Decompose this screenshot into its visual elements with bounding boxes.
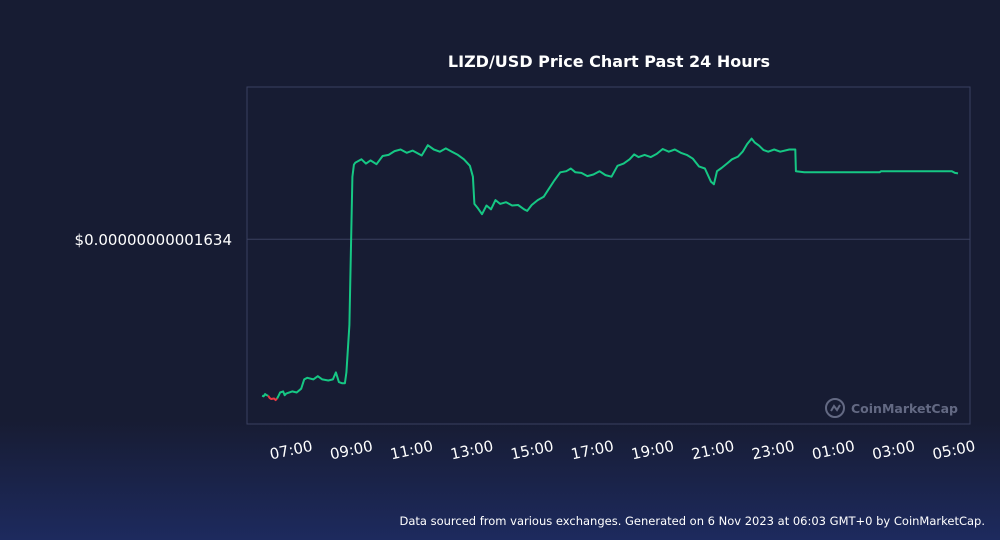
y-tick-label: $0.00000000001634 xyxy=(75,231,232,249)
x-tick-label: 01:00 xyxy=(810,437,856,464)
x-tick-label: 11:00 xyxy=(389,437,435,464)
x-tick-label: 13:00 xyxy=(449,437,495,464)
watermark-text: CoinMarketCap xyxy=(851,401,958,416)
x-tick-label: 07:00 xyxy=(268,437,314,464)
x-tick-label: 15:00 xyxy=(509,437,555,464)
x-tick-label: 09:00 xyxy=(328,437,374,464)
chart-title: LIZD/USD Price Chart Past 24 Hours xyxy=(448,52,770,71)
x-tick-label: 05:00 xyxy=(931,437,977,464)
coinmarketcap-logo-icon xyxy=(825,398,845,418)
watermark: CoinMarketCap xyxy=(825,398,958,418)
price-line-down xyxy=(267,395,278,402)
x-axis-ticks: 07:00 09:00 11:00 13:00 15:00 17:00 19:00 21:00… xyxy=(268,437,977,464)
price-series xyxy=(261,137,959,402)
x-tick-label: 21:00 xyxy=(690,437,736,464)
price-line-up xyxy=(276,137,959,399)
x-tick-label: 17:00 xyxy=(569,437,615,464)
y-axis-ticks: $0.00000000001634 xyxy=(75,231,232,249)
x-tick-label: 19:00 xyxy=(630,437,676,464)
x-tick-label: 23:00 xyxy=(750,437,796,464)
plot-area xyxy=(246,86,971,425)
price-line-up-start xyxy=(261,393,269,398)
x-tick-label: 03:00 xyxy=(871,437,917,464)
data-source-footer: Data sourced from various exchanges. Gen… xyxy=(399,514,985,528)
